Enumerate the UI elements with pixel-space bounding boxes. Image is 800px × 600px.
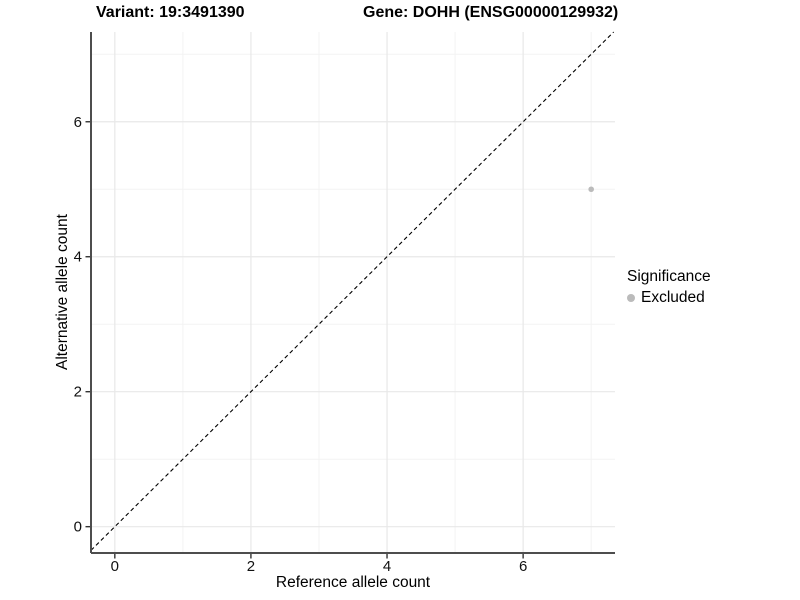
y-tick-label: 0 [74, 519, 82, 536]
y-tick-label: 2 [74, 384, 82, 401]
legend-title: Significance [627, 268, 711, 285]
x-tick-label: 4 [383, 558, 391, 575]
gene-title: Gene: DOHH (ENSG00000129932) [363, 4, 619, 21]
x-tick-label: 6 [519, 558, 527, 575]
x-axis-title: Reference allele count [275, 574, 431, 591]
identity-line [90, 31, 615, 551]
variant-title: Variant: 19:3491390 [96, 4, 245, 21]
y-tick-label: 4 [74, 249, 82, 266]
legend: Significance Excluded [627, 268, 711, 307]
y-axis-title: Alternative allele count [54, 214, 71, 370]
y-tick-label: 6 [74, 114, 82, 131]
x-tick-label: 0 [111, 558, 119, 575]
legend-item-label: Excluded [641, 289, 705, 306]
x-tick-label: 2 [247, 558, 255, 575]
data-point [588, 186, 594, 193]
legend-point-icon [627, 294, 635, 302]
legend-item-excluded: Excluded [627, 289, 711, 307]
